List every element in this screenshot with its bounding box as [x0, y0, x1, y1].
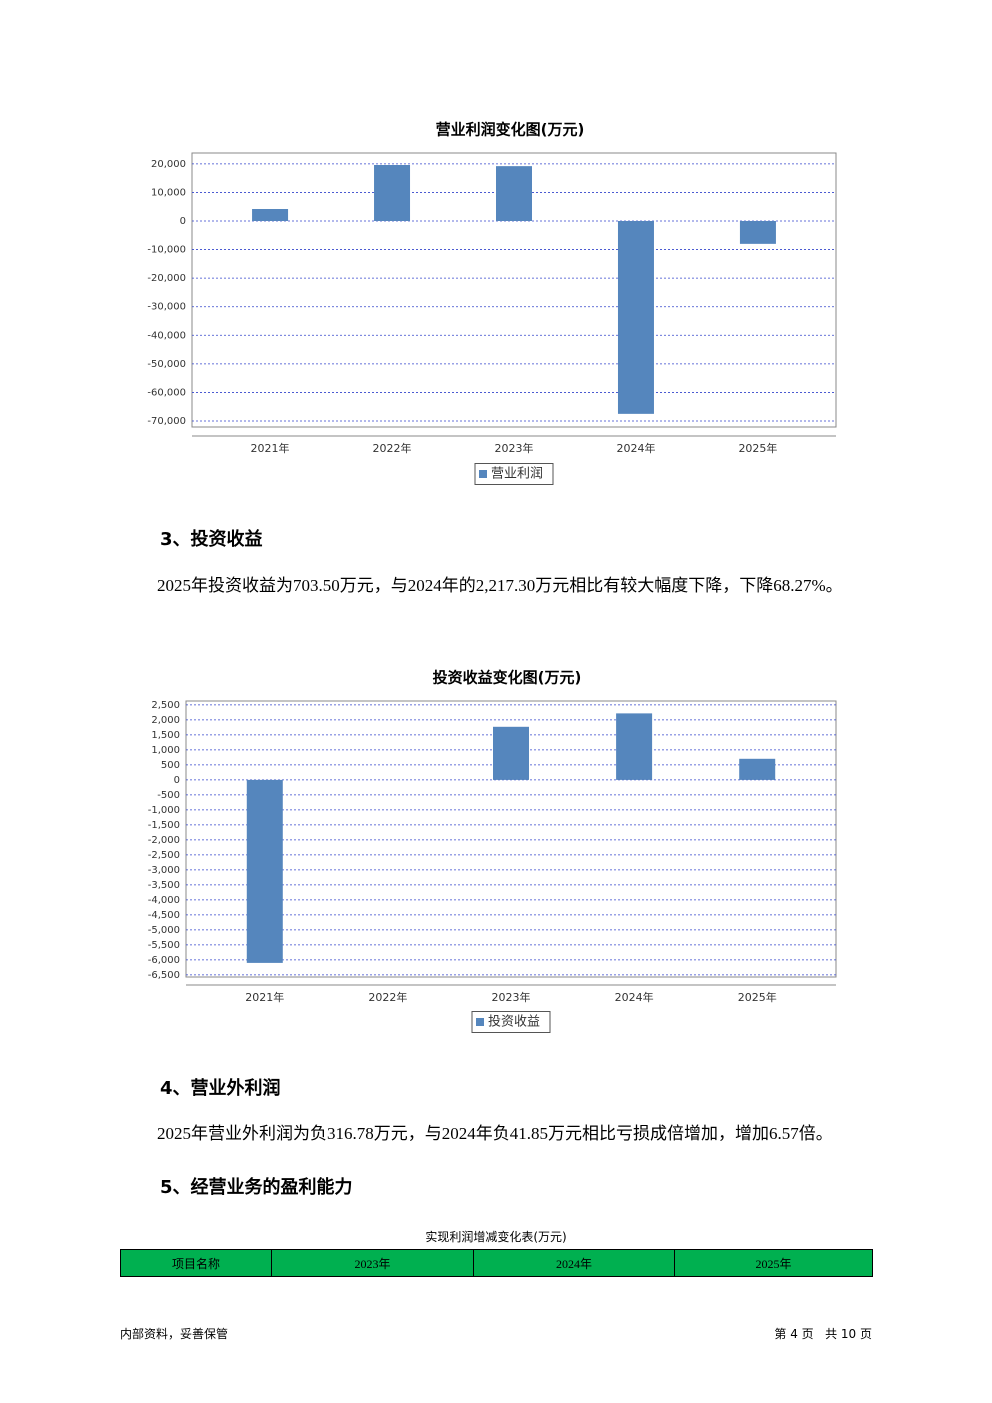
legend-label: 投资收益 [488, 1014, 540, 1030]
paragraph: 2025年营业外利润为负316.78万元，与2024年负41.85万元相比亏损成… [157, 1124, 833, 1143]
y-tick-label: -5,500 [148, 940, 180, 951]
y-tick-label: -3,500 [148, 880, 180, 891]
y-tick-label: -30,000 [147, 302, 186, 313]
y-tick-label: -500 [157, 790, 180, 801]
x-tick-label: 2021年 [245, 990, 284, 1004]
y-tick-label: -1,000 [148, 805, 180, 816]
heading: 5、经营业务的盈利能力 [160, 1177, 353, 1198]
legend-label: 营业利润 [491, 467, 543, 482]
header-cell: 2025年 [674, 1249, 873, 1277]
x-tick-label: 2025年 [738, 441, 777, 455]
x-tick-label: 2023年 [492, 990, 531, 1004]
y-tick-label: -40,000 [147, 330, 186, 341]
legend-swatch [476, 1018, 484, 1026]
bar [616, 713, 653, 780]
bar [374, 165, 411, 221]
heading: 4、营业外利润 [160, 1078, 281, 1099]
paragraph: 2025年投资收益为703.50万元，与2024年的2,217.30万元相比有较… [157, 576, 843, 595]
legend-swatch [479, 470, 487, 478]
y-tick-label: -1,500 [148, 820, 180, 831]
y-tick-label: -2,000 [148, 835, 180, 846]
y-tick-label: -2,500 [148, 850, 180, 861]
y-tick-label: 1,000 [151, 745, 180, 756]
y-tick-label: 10,000 [151, 187, 186, 198]
y-tick-label: -10,000 [147, 245, 186, 256]
y-tick-label: -4,000 [148, 895, 180, 906]
footer-right: 第 4 页 共 10 页 [774, 1327, 872, 1341]
x-tick-label: 2021年 [251, 441, 290, 455]
x-tick-label: 2025年 [738, 990, 777, 1004]
x-tick-label: 2022年 [368, 990, 407, 1004]
header-cell: 2024年 [473, 1249, 675, 1277]
y-tick-label: -20,000 [147, 273, 186, 284]
y-tick-label: 2,500 [151, 700, 180, 711]
x-tick-label: 2022年 [373, 441, 412, 455]
y-tick-label: 20,000 [151, 159, 186, 170]
x-tick-label: 2024年 [616, 441, 655, 455]
header-cell: 2023年 [271, 1249, 474, 1277]
table-header: 项目名称 2023年 2024年 2025年 [120, 1249, 873, 1277]
footer-left: 内部资料，妥善保管 [120, 1327, 229, 1341]
bar [493, 726, 529, 780]
heading: 3、投资收益 [160, 529, 263, 550]
plot-area [191, 152, 837, 428]
legend-box [474, 463, 554, 485]
header-cell: 项目名称 [120, 1249, 272, 1277]
x-tick-label: 2023年 [495, 441, 534, 455]
chart-title: 投资收益变化图(万元) [433, 669, 582, 687]
table: 项目名称 2023年 2024年 2025年 [120, 1249, 873, 1277]
y-tick-label: -50,000 [147, 359, 186, 370]
y-tick-label: 2,000 [151, 715, 180, 726]
bar [246, 779, 283, 963]
bar [496, 166, 532, 221]
bar [739, 221, 776, 244]
y-tick-label: -4,500 [148, 910, 180, 921]
y-tick-label: -5,000 [148, 925, 180, 936]
y-tick-label: -6,000 [148, 955, 180, 966]
table-title: 实现利润增减变化表(万元) [425, 1230, 567, 1244]
y-tick-label: -60,000 [147, 387, 186, 398]
legend-box [471, 1011, 551, 1033]
chart-title: 营业利润变化图(万元) [436, 121, 585, 139]
bar [739, 758, 776, 780]
bar [617, 221, 654, 414]
y-tick-label: -70,000 [147, 416, 186, 427]
y-tick-label: 500 [161, 760, 180, 771]
x-tick-label: 2024年 [615, 990, 654, 1004]
bar [252, 209, 289, 221]
y-tick-label: 1,500 [151, 730, 180, 741]
plot-area [185, 700, 837, 978]
y-tick-label: 0 [174, 775, 180, 786]
y-tick-label: -3,000 [148, 865, 180, 876]
y-tick-label: -6,500 [148, 970, 180, 981]
y-tick-label: 0 [180, 216, 186, 227]
